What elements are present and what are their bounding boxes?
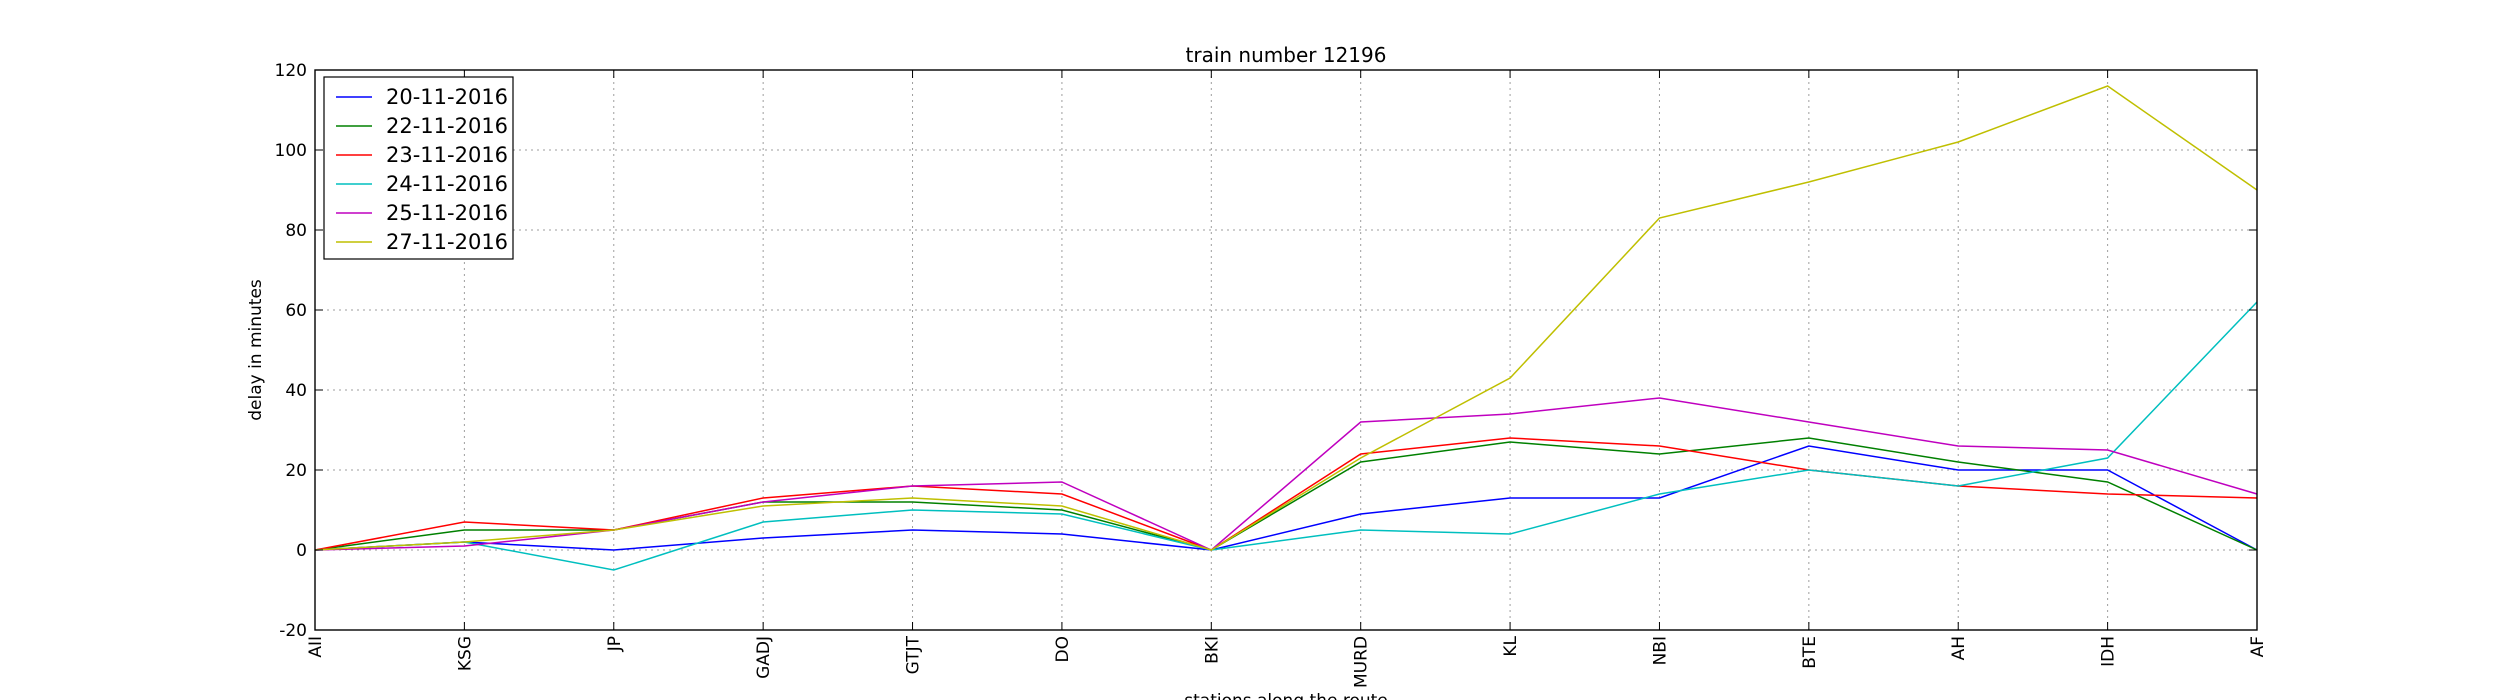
legend-label: 20-11-2016 <box>386 85 508 109</box>
y-tick-label: 100 <box>275 141 307 161</box>
y-tick-label: 0 <box>296 541 307 561</box>
series-line-23-11-2016 <box>314 437 2258 551</box>
x-axis-ticks: AII KSG JP GADJ GTJT DO BKI MURD KL NBI BTE AH IDH AF <box>306 70 2268 688</box>
series-line-22-11-2016 <box>314 437 2258 551</box>
x-tick-label: MURD <box>1352 636 1372 688</box>
x-tick-label: NBI <box>1650 636 1670 665</box>
x-tick-label: BTE <box>1800 636 1820 669</box>
x-tick-label: AH <box>1949 636 1969 660</box>
series-lines <box>314 85 2258 571</box>
y-tick-label: 40 <box>285 381 307 401</box>
y-tick-label: 120 <box>275 61 307 81</box>
plot-frame <box>314 69 2258 631</box>
x-tick-label: GADJ <box>754 636 774 679</box>
y-tick-label: 80 <box>285 221 307 241</box>
legend-label: 22-11-2016 <box>386 114 508 138</box>
series-line-24-11-2016 <box>314 301 2258 571</box>
x-tick-label: AF <box>2248 636 2268 657</box>
x-tick-label: DO <box>1053 636 1073 662</box>
y-tick-label: 60 <box>285 301 307 321</box>
chart-title: train number 12196 <box>1186 43 1387 67</box>
legend-label: 24-11-2016 <box>386 172 508 196</box>
legend-label: 27-11-2016 <box>386 230 508 254</box>
x-tick-label: JP <box>605 636 625 652</box>
legend-label: 23-11-2016 <box>386 143 508 167</box>
x-tick-label: KL <box>1501 635 1521 656</box>
legend-label: 25-11-2016 <box>386 201 508 225</box>
x-tick-label: BKI <box>1202 636 1222 664</box>
y-axis-label: delay in minutes <box>246 279 266 421</box>
legend: 20-11-2016 22-11-2016 23-11-2016 24-11-2016… <box>323 76 514 260</box>
grid <box>315 70 2257 630</box>
x-axis-label: stations along the route <box>1184 691 1388 700</box>
y-tick-label: -20 <box>279 621 307 641</box>
series-line-25-11-2016 <box>314 397 2258 551</box>
y-axis-ticks: -20 0 20 40 60 80 100 120 <box>275 61 2257 641</box>
x-tick-label: KSG <box>455 636 475 671</box>
series-line-27-11-2016 <box>314 85 2258 551</box>
legend-box <box>323 76 514 260</box>
series-line-20-11-2016 <box>314 445 2258 551</box>
y-tick-label: 20 <box>285 461 307 481</box>
x-tick-label: IDH <box>2099 636 2119 667</box>
x-tick-label: AII <box>306 636 326 658</box>
x-tick-label: GTJT <box>904 635 924 674</box>
